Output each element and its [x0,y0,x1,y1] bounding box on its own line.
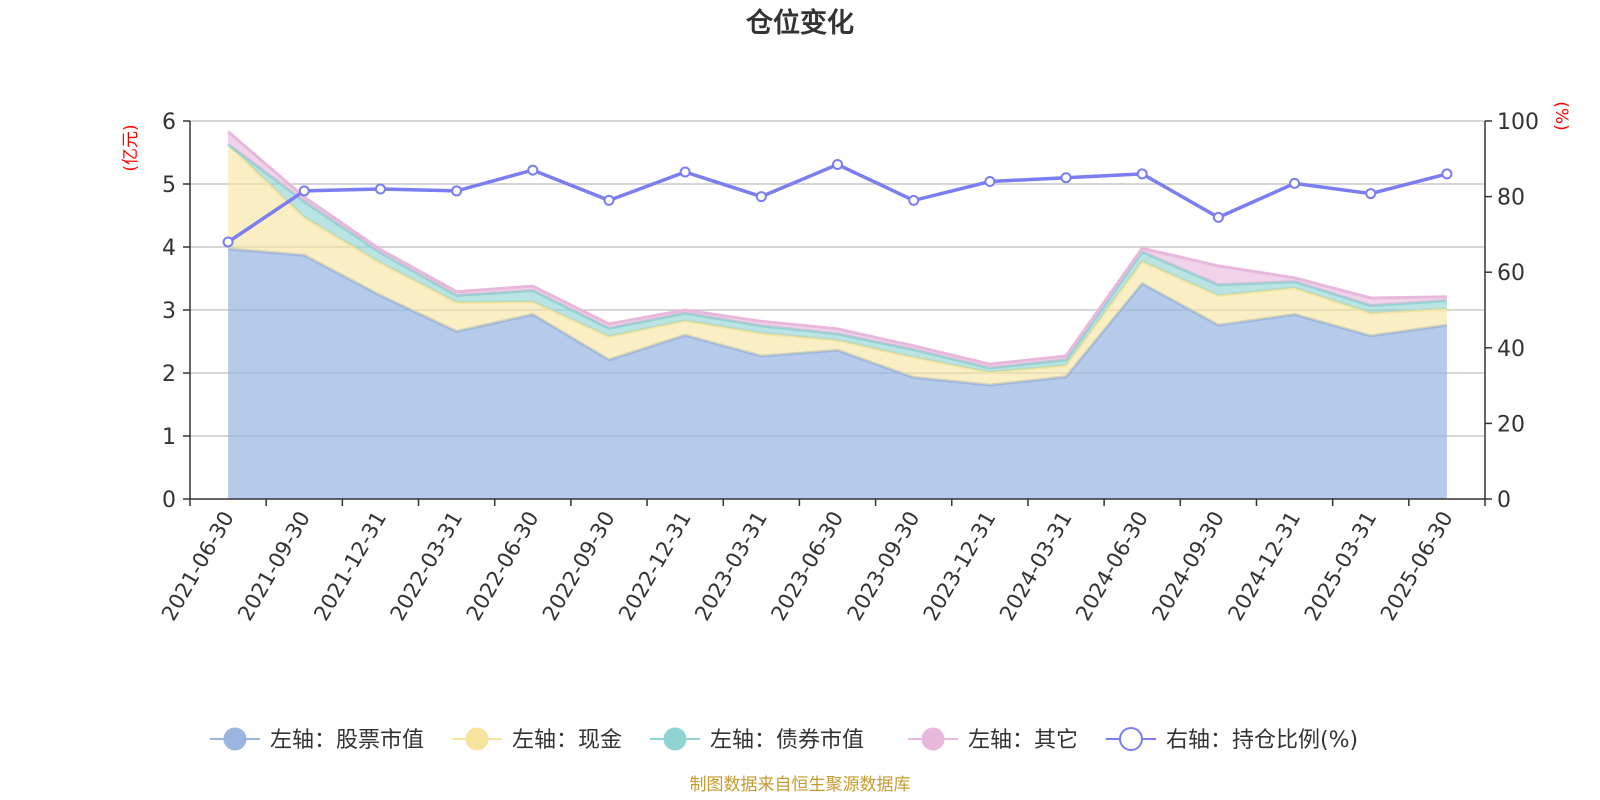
right-tick-label: 40 [1497,337,1525,362]
x-tick-label: 2023-09-30 [843,507,925,625]
ratio-point [298,185,310,197]
ratio-point [1289,177,1301,189]
x-tick-label: 2024-03-31 [995,507,1077,625]
right-tick-label: 60 [1497,261,1525,286]
area-左轴：股票市值 [228,248,1447,499]
right-axis-unit: (%) [1551,101,1571,130]
ratio-point [527,164,539,176]
data-source-note: 制图数据来自恒生聚源数据库 [690,775,911,795]
x-tick-label: 2021-12-31 [309,507,391,625]
ratio-point [1441,168,1453,180]
x-tick-label: 2023-03-31 [690,507,772,625]
left-tick-label: 5 [162,173,176,198]
stacked-areas [227,130,1448,499]
right-tick-label: 100 [1497,110,1539,135]
x-tick-label: 2025-06-30 [1376,507,1458,625]
x-tick-label: 2021-09-30 [233,507,315,625]
x-tick-label: 2025-03-31 [1300,507,1382,625]
right-tick-label: 80 [1497,186,1525,211]
ratio-point [222,236,234,248]
ratio-point [1212,211,1224,223]
left-tick-label: 4 [162,236,176,261]
area-edge-左轴：其它 [227,130,1447,366]
ratio-point [1136,168,1148,180]
legend: 左轴：股票市值 左轴：现金 左轴：债券市值 左轴：其它 右轴：持仓比例(%) [210,727,1358,753]
left-tick-label: 6 [162,110,176,135]
left-axis-unit: (亿元) [121,124,141,171]
left-tick-label: 1 [162,425,176,450]
x-tick-label: 2022-12-31 [614,507,696,625]
x-tick-label: 2022-03-31 [386,507,468,625]
ratio-point [832,158,843,170]
legend-label: 左轴：债券市值 [710,728,864,753]
legend-marker [223,727,247,751]
x-tick-label: 2024-06-30 [1071,507,1153,625]
legend-item: 左轴：股票市值 [210,727,424,753]
ratio-line-path [227,162,1448,244]
x-tick-label: 2023-06-30 [766,507,848,625]
ratio-point [984,175,996,187]
ratio-point [755,191,767,203]
ratio-point [679,166,691,178]
ratio-point [451,185,463,197]
legend-item: 右轴：持仓比例(%) [1106,727,1358,753]
x-tick-label: 2024-09-30 [1147,507,1229,625]
chart-title: 仓位变化 [745,7,854,39]
legend-item: 左轴：债券市值 [650,727,864,753]
ratio-point [908,194,920,206]
x-tick-label: 2021-06-30 [157,507,239,625]
left-tick-label: 0 [162,488,176,513]
ratio-point [374,183,386,195]
right-tick-label: 20 [1497,412,1525,437]
ratio-point [1060,172,1072,184]
x-tick-label: 2024-12-31 [1223,507,1305,625]
x-tick-label: 2022-09-30 [538,507,620,625]
ratio-point [603,194,615,206]
left-tick-label: 3 [162,299,176,324]
legend-label: 左轴：股票市值 [270,728,424,753]
legend-label: 左轴：现金 [512,728,622,753]
left-tick-label: 2 [162,362,176,387]
ratio-point [1365,188,1377,200]
position-ratio-line [222,158,1453,248]
legend-marker [663,727,687,751]
legend-marker [465,727,489,751]
right-tick-label: 0 [1497,488,1511,513]
legend-marker [921,727,945,751]
legend-marker [1119,727,1143,751]
x-tick-label: 2022-06-30 [462,507,544,625]
legend-item: 左轴：其它 [908,727,1078,753]
legend-item: 左轴：现金 [452,727,622,753]
legend-label: 右轴：持仓比例(%) [1166,728,1358,753]
x-tick-label: 2023-12-31 [919,507,1001,625]
legend-label: 左轴：其它 [968,728,1078,753]
